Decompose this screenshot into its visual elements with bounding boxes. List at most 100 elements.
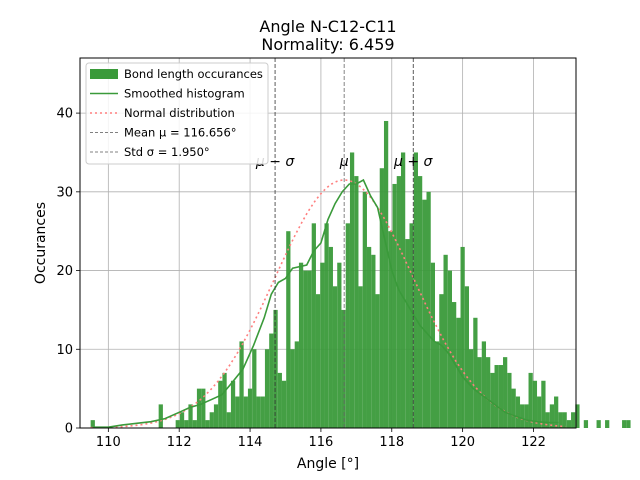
- histogram-bar: [566, 420, 572, 428]
- histogram-bar: [320, 262, 325, 428]
- histogram-bar: [349, 152, 355, 428]
- y-tick-label: 30: [56, 185, 73, 200]
- histogram-bar: [383, 120, 389, 428]
- histogram-bar: [354, 176, 359, 428]
- histogram-bar: [473, 317, 478, 428]
- histogram-bar: [311, 223, 316, 428]
- histogram-bar: [439, 294, 444, 428]
- y-tick-label: 20: [56, 264, 73, 279]
- y-tick-label: 10: [56, 343, 73, 358]
- histogram-bar: [307, 270, 312, 428]
- histogram-bar: [413, 152, 418, 428]
- y-axis: 0 10 20 30 40: [56, 107, 80, 437]
- histogram-bar: [196, 388, 202, 428]
- x-tick-label: 114: [238, 435, 263, 450]
- histogram-bar: [400, 152, 406, 428]
- histogram-bar: [405, 239, 410, 428]
- histogram-bar: [290, 349, 295, 428]
- histogram-bar: [596, 420, 601, 428]
- y-axis-label: Occurances: [33, 202, 49, 284]
- histogram-bar: [252, 349, 257, 428]
- histogram-bar: [188, 404, 193, 428]
- histogram-bar: [226, 412, 231, 428]
- annotation-label: μ: [339, 154, 349, 170]
- histogram-bar: [447, 270, 452, 428]
- histogram-bar: [247, 388, 253, 428]
- histogram-bar: [464, 286, 470, 428]
- histogram-bar: [341, 309, 346, 428]
- histogram-bar: [264, 349, 270, 428]
- histogram-bar: [507, 372, 512, 428]
- x-axis-label: Angle [°]: [297, 456, 359, 472]
- histogram-bar: [558, 412, 563, 428]
- histogram-bar: [532, 380, 538, 428]
- histogram-bar: [422, 199, 427, 428]
- histogram-bar: [269, 333, 274, 428]
- histogram-bar: [520, 404, 525, 428]
- histogram-bar: [426, 191, 431, 428]
- legend-label: Smoothed histogram: [124, 87, 245, 101]
- histogram-bar: [486, 357, 491, 428]
- histogram-bar: [443, 254, 448, 428]
- histogram-bar: [294, 341, 299, 428]
- histogram-bar: [209, 412, 214, 428]
- histogram-bar: [90, 420, 95, 428]
- histogram-bar: [494, 365, 499, 428]
- histogram-bars: [90, 120, 631, 428]
- histogram-bar: [417, 176, 423, 428]
- histogram-bar: [239, 341, 244, 428]
- histogram-bar: [243, 396, 248, 428]
- y-tick-label: 0: [65, 422, 73, 437]
- histogram-bar: [235, 396, 240, 428]
- histogram-bar: [434, 341, 440, 428]
- histogram-bar: [256, 396, 261, 428]
- histogram-bar: [452, 302, 457, 428]
- histogram-bar: [571, 412, 576, 428]
- chart-title: Angle N-C12-C11: [259, 17, 396, 36]
- normal-distribution-line: [90, 179, 566, 429]
- histogram-bar: [281, 380, 287, 428]
- histogram-bar: [303, 270, 308, 428]
- histogram-bar: [554, 396, 559, 428]
- x-tick-label: 120: [450, 435, 475, 450]
- histogram-bar: [273, 309, 278, 428]
- histogram-bar: [371, 254, 376, 428]
- histogram-bar: [222, 372, 227, 428]
- legend-label: Mean μ = 116.656°: [124, 126, 237, 140]
- x-tick-label: 110: [96, 435, 121, 450]
- histogram-bar: [511, 388, 516, 428]
- histogram-bar: [358, 286, 363, 428]
- legend-swatch: [90, 69, 118, 79]
- histogram-bar: [315, 294, 321, 428]
- histogram-bar: [205, 420, 210, 428]
- histogram-bar: [192, 420, 197, 428]
- histogram-bar: [549, 404, 555, 428]
- legend-label: Normal distribution: [124, 106, 235, 120]
- histogram-bar: [541, 380, 546, 428]
- histogram-bar: [286, 231, 291, 428]
- histogram-bar: [503, 357, 508, 428]
- histogram-bar: [213, 404, 219, 428]
- histogram-bar: [515, 396, 521, 428]
- histogram-bar: [324, 223, 329, 428]
- histogram-bar: [490, 372, 495, 428]
- histogram-bar: [498, 365, 504, 428]
- histogram-bar: [328, 246, 333, 428]
- histogram-bar: [460, 246, 465, 428]
- histogram-bar: [388, 231, 393, 428]
- series-lines: [90, 178, 566, 429]
- histogram-bar: [201, 388, 206, 428]
- histogram-bar: [575, 404, 580, 428]
- histogram-bar: [562, 412, 567, 428]
- histogram-bar: [481, 341, 487, 428]
- histogram-bar: [456, 317, 461, 428]
- histogram-bar: [362, 191, 367, 428]
- histogram-bar: [379, 168, 384, 428]
- histogram-bar: [396, 176, 401, 428]
- histogram-bar: [179, 412, 185, 428]
- y-tick-label: 40: [56, 107, 73, 122]
- annotation-label: μ + σ: [393, 154, 434, 170]
- x-tick-label: 116: [309, 435, 334, 450]
